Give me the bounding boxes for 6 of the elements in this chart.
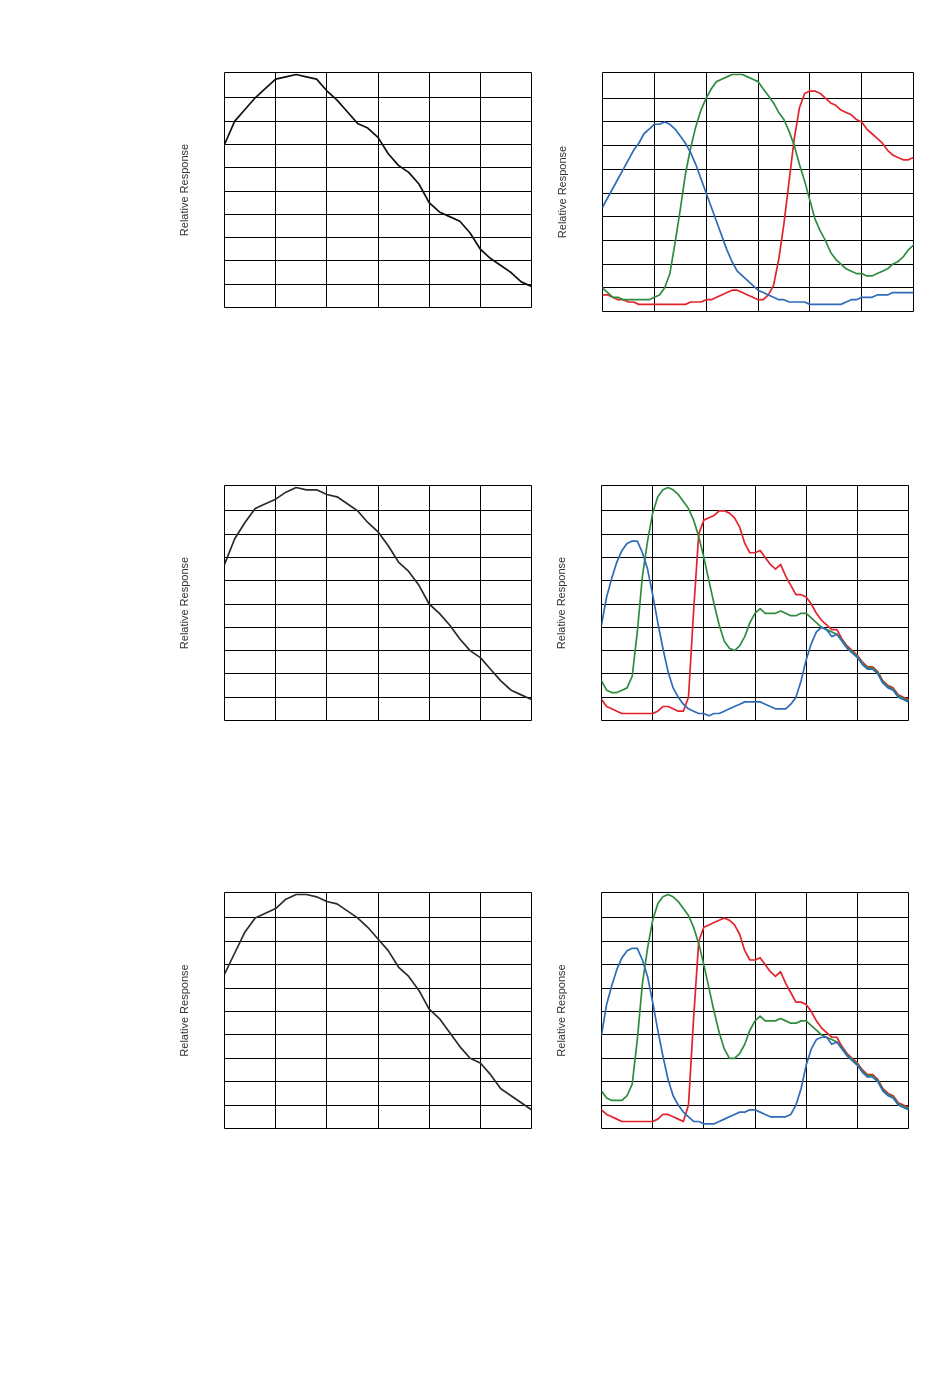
y-axis-title: Relative Response bbox=[554, 964, 567, 1057]
y-axis-title: Relative Response bbox=[177, 964, 190, 1057]
y-axis-title: Relative Response bbox=[555, 145, 568, 239]
y-axis-title: Relative Response bbox=[554, 556, 567, 650]
y-axis-title: Relative Response bbox=[177, 556, 190, 650]
y-axis-title: Relative Response bbox=[177, 143, 190, 237]
